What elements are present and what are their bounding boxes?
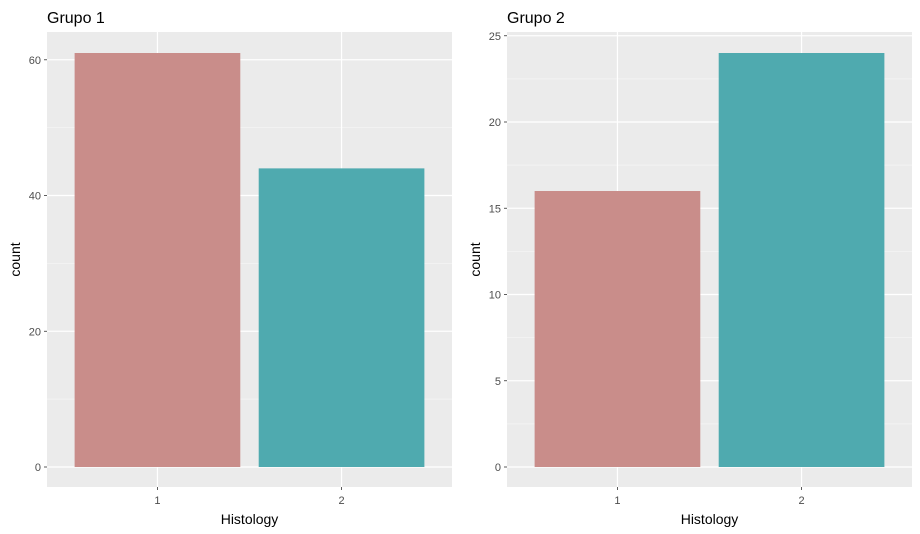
x-tick-label: 1 bbox=[614, 495, 620, 507]
y-tick-label: 40 bbox=[29, 191, 41, 203]
y-tick-label: 0 bbox=[35, 462, 41, 474]
y-tick-label: 10 bbox=[489, 290, 501, 302]
y-axis-label: count bbox=[7, 242, 23, 276]
y-tick-label: 15 bbox=[489, 203, 501, 215]
y-axis-label: count bbox=[467, 242, 483, 276]
y-tick-label: 0 bbox=[495, 462, 501, 474]
x-axis-label: Histology bbox=[681, 511, 739, 527]
x-axis-label: Histology bbox=[221, 511, 279, 527]
bars bbox=[534, 53, 885, 467]
y-tick-label: 60 bbox=[29, 55, 41, 67]
y-ticks: 0 5 10 15 20 25 bbox=[489, 31, 507, 474]
bar-1 bbox=[74, 53, 241, 467]
y-ticks: 0 20 40 60 bbox=[29, 55, 47, 474]
y-tick-label: 5 bbox=[495, 376, 501, 388]
chart-title: Grupo 2 bbox=[507, 10, 565, 27]
bar-2 bbox=[718, 53, 885, 467]
x-tick-label: 2 bbox=[338, 495, 344, 507]
y-tick-label: 20 bbox=[489, 117, 501, 129]
x-tick-label: 1 bbox=[154, 495, 160, 507]
y-tick-label: 20 bbox=[29, 326, 41, 338]
bar-1 bbox=[534, 191, 701, 467]
x-tick-label: 2 bbox=[798, 495, 804, 507]
bar-2 bbox=[258, 168, 425, 467]
bars bbox=[74, 53, 425, 467]
y-tick-label: 25 bbox=[489, 31, 501, 43]
chart-title: Grupo 1 bbox=[47, 10, 105, 27]
